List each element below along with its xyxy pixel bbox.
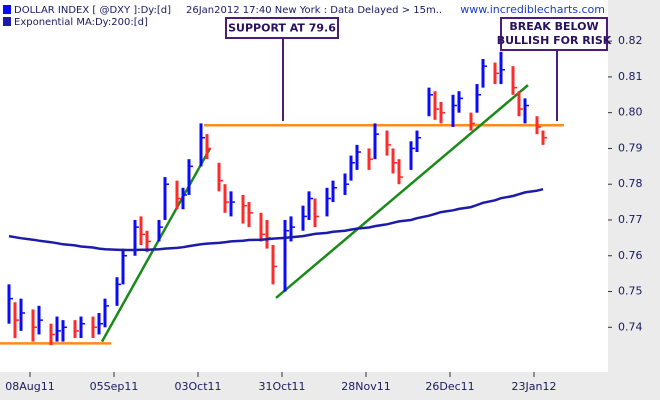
price-bar [523, 98, 527, 124]
y-tick-label: 0.79 [618, 141, 643, 154]
price-bar [517, 91, 521, 117]
price-bar [331, 180, 335, 203]
y-tick-label: 0.82 [618, 34, 643, 47]
x-tick-label: 05Sep11 [90, 380, 139, 393]
price-bar [481, 59, 485, 88]
price-bar [535, 116, 539, 135]
y-tick-label: 0.81 [618, 70, 643, 83]
price-bar [469, 112, 473, 131]
price-bar [385, 130, 389, 156]
price-bar [103, 298, 107, 328]
legend-entry: DOLLAR INDEX [ @DXY ]:Dy:[d] [14, 5, 171, 16]
price-bar [511, 66, 515, 95]
price-bar [283, 219, 287, 292]
price-bar [499, 51, 503, 85]
annotation: BREAK BELOW [509, 20, 598, 33]
annotation: SUPPORT AT 79.6 [228, 22, 336, 35]
price-bar [199, 123, 203, 167]
legend-swatch [3, 17, 11, 26]
price-bar [247, 202, 251, 228]
price-bar [307, 191, 311, 220]
price-bar [139, 216, 143, 246]
y-tick-label: 0.77 [618, 213, 643, 226]
price-bar [175, 180, 179, 210]
y-tick-label: 0.78 [618, 177, 643, 190]
price-bar [223, 184, 227, 213]
y-tick-label: 0.76 [618, 249, 643, 262]
x-tick-label: 28Nov11 [341, 380, 390, 393]
watermark: www.incrediblecharts.com [460, 3, 605, 16]
price-bar [475, 84, 479, 113]
price-bar [427, 87, 431, 117]
price-bar [7, 284, 11, 324]
price-bar [181, 187, 185, 210]
y-tick-label: 0.75 [618, 285, 643, 298]
price-bar [31, 309, 35, 342]
marks [0, 51, 564, 346]
x-tick-label: 31Oct11 [258, 380, 305, 393]
trend-line [275, 84, 529, 299]
x-tick-label: 03Oct11 [174, 380, 221, 393]
price-bar [409, 141, 413, 170]
price-bar [451, 94, 455, 127]
price-bar [355, 144, 359, 170]
price-bar [217, 162, 221, 192]
price-bar [19, 298, 23, 331]
price-bar [313, 198, 317, 228]
price-bar [163, 177, 167, 220]
price-bar [133, 219, 137, 256]
legend-entry: Exponential MA:Dy:200:[d] [14, 17, 148, 28]
plot-area [0, 0, 608, 372]
price-bar [229, 191, 233, 217]
price-bar [259, 212, 263, 242]
price-bar [325, 187, 329, 217]
price-bar [433, 91, 437, 120]
price-bar [265, 219, 269, 249]
moving-average [8, 187, 544, 252]
chart-info: 26Jan2012 17:40 New York : Data Delayed … [186, 5, 442, 16]
price-bar [205, 134, 209, 160]
price-bar [55, 316, 59, 342]
price-bar [373, 123, 377, 160]
price-bar [73, 320, 77, 339]
x-tick-label: 23Jan12 [512, 380, 557, 393]
price-bar [61, 320, 65, 342]
price-bar [457, 91, 461, 113]
price-bar [79, 316, 83, 339]
x-tick-label: 26Dec11 [425, 380, 474, 393]
price-bar [391, 148, 395, 174]
x-tick-label: 08Aug11 [5, 380, 54, 393]
price-bar [121, 248, 125, 285]
legend-swatch [3, 5, 11, 14]
annotation-box [500, 17, 608, 51]
price-bar [157, 219, 161, 242]
price-bar [271, 245, 275, 285]
price-bar [301, 205, 305, 231]
annotation: BULLISH FOR RISK [497, 34, 612, 47]
y-tick-label: 0.80 [618, 106, 643, 119]
price-bar [241, 194, 245, 224]
annotation-box [225, 17, 339, 39]
trend-line [100, 147, 212, 343]
price-bar [415, 130, 419, 153]
price-bar [289, 216, 293, 242]
price-bar [187, 159, 191, 195]
y-tick-label: 0.74 [618, 320, 643, 333]
price-bar [115, 277, 119, 306]
price-bar [397, 159, 401, 185]
price-bar [349, 155, 353, 181]
